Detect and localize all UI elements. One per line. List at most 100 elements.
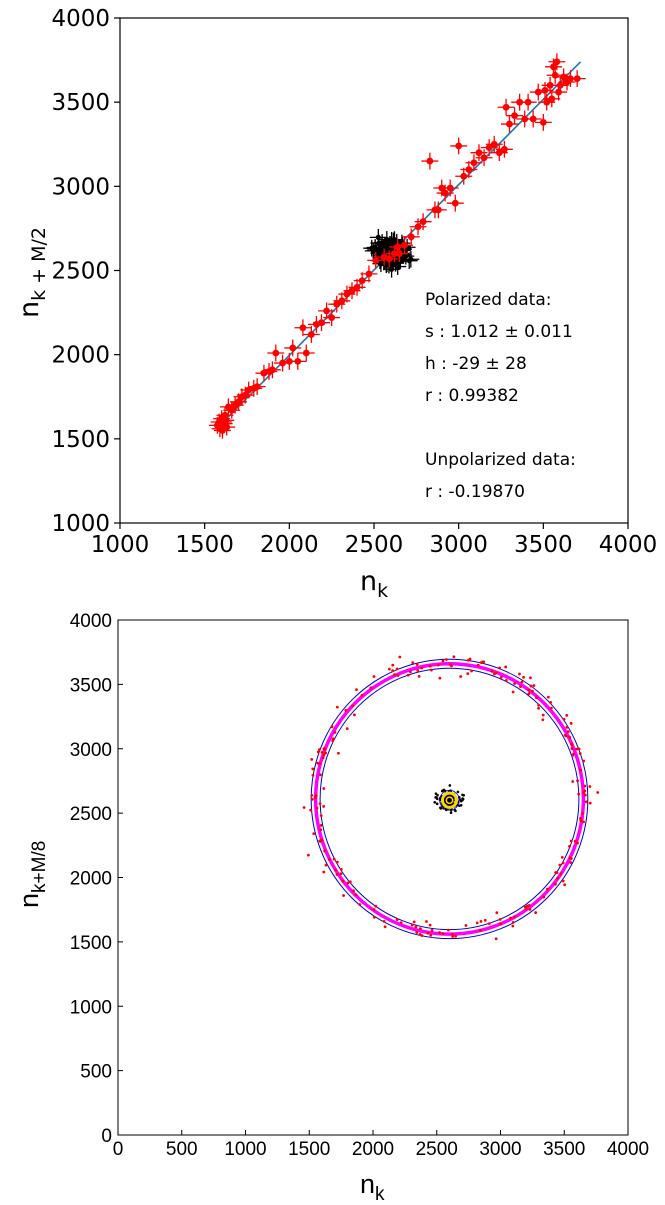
polarized-point	[314, 794, 318, 798]
polarized-point	[411, 661, 415, 665]
polarized-point	[583, 784, 587, 788]
polarized-point	[556, 876, 559, 880]
polarized-point	[451, 933, 455, 936]
polarized-point	[577, 792, 581, 796]
polarized-point	[531, 689, 534, 693]
polarized-point	[217, 411, 235, 429]
polarized-point	[353, 272, 371, 290]
polarized-point	[525, 904, 529, 908]
polarized-point	[584, 800, 588, 804]
polarized-point	[480, 661, 483, 664]
y-tick-label: 2500	[51, 259, 110, 285]
polarized-point	[498, 666, 502, 670]
polarized-point	[267, 344, 285, 362]
polarized-point	[421, 152, 439, 170]
polarized-point	[499, 922, 503, 926]
polarized-point	[563, 883, 567, 887]
polarized-point	[565, 713, 569, 717]
polarized-point	[450, 137, 468, 155]
chart1-tick-labels: 1000 1500 2000 2500 3000 3500 4000 1000 1500 2000…	[51, 6, 657, 558]
polarized-point	[582, 820, 585, 824]
chart2-axes	[117, 619, 629, 1136]
annotation-polarized-h: h : -29 ± 28	[425, 354, 527, 374]
x-tick-label: 3500	[514, 532, 573, 558]
x-tick-label: 500	[166, 1139, 198, 1160]
chart2-x-axis-label-sub: k	[375, 1184, 385, 1205]
polarized-point	[320, 838, 324, 842]
unpolarized-point	[435, 796, 438, 799]
annotation-unpolarized-title: Unpolarized data:	[425, 450, 576, 470]
polarized-point	[548, 53, 566, 71]
polarized-point	[532, 684, 536, 687]
chart1-x-axis-label: nk	[360, 566, 388, 600]
polarized-point	[335, 860, 339, 864]
polarized-point	[425, 920, 428, 923]
polarized-point	[518, 672, 521, 676]
polarized-point	[588, 801, 592, 805]
polarized-point	[527, 688, 531, 692]
polarized-point	[490, 669, 494, 673]
polarized-point	[395, 667, 399, 671]
y-tick-label: 1000	[70, 997, 112, 1018]
polarized-point	[470, 669, 473, 673]
polarized-point	[372, 675, 376, 678]
polarized-point	[576, 841, 579, 845]
polarized-point	[495, 140, 513, 158]
polarized-point	[351, 704, 355, 708]
polarized-point	[571, 753, 575, 757]
polarized-point	[451, 935, 455, 938]
polarized-point	[549, 701, 553, 704]
chart1-y-axis-label: nk + M/2	[14, 227, 50, 318]
polarized-point	[352, 889, 355, 893]
polarized-point	[311, 767, 315, 771]
polarized-point	[559, 872, 563, 876]
polarized-point	[415, 663, 419, 666]
polarized-point	[578, 768, 582, 772]
polarized-point	[495, 911, 499, 915]
polarized-point	[430, 928, 434, 932]
unpolarized-point	[462, 793, 466, 797]
polarized-point	[528, 908, 532, 911]
polarized-point	[312, 832, 316, 836]
chart2-polarized-circle	[302, 655, 600, 941]
polarized-point	[319, 828, 323, 832]
unpolarized-point	[459, 804, 463, 807]
polarized-point	[537, 706, 540, 710]
y-tick-label: 4000	[70, 611, 112, 632]
polarized-point	[409, 670, 412, 674]
polarized-point	[319, 814, 323, 818]
polarized-point	[399, 921, 403, 925]
polarized-point	[511, 690, 515, 694]
polarized-point	[497, 98, 515, 116]
polarized-point	[498, 917, 502, 921]
y-tick-label: 3000	[51, 174, 110, 200]
x-tick-label: 1000	[224, 1139, 266, 1160]
polarized-point	[360, 693, 364, 697]
polarized-point	[396, 674, 400, 677]
polarized-point	[302, 806, 306, 809]
polarized-point	[316, 761, 320, 765]
y-tick-label: 1500	[51, 427, 110, 453]
polarized-point	[353, 713, 356, 717]
polarized-point	[534, 113, 552, 131]
polarized-point	[511, 924, 515, 928]
polarized-point	[549, 706, 553, 710]
polarized-point	[541, 718, 545, 722]
polarized-point	[419, 927, 422, 931]
polarized-point	[348, 880, 352, 884]
polarized-point	[596, 791, 600, 794]
unpolarized-point	[439, 807, 443, 810]
chart1-axes	[114, 17, 629, 529]
polarized-point	[297, 344, 315, 362]
x-tick-label: 0	[113, 1139, 124, 1160]
unpolarized-point	[436, 793, 439, 797]
polarized-point	[372, 908, 376, 912]
polarized-point	[562, 717, 566, 721]
polarized-point	[315, 806, 319, 810]
polarized-point	[581, 812, 584, 815]
polarized-point	[317, 748, 321, 752]
polarized-point	[535, 696, 538, 700]
polarized-point	[430, 668, 433, 672]
cluster-inner-circle	[445, 796, 454, 805]
polarized-point	[570, 743, 574, 747]
